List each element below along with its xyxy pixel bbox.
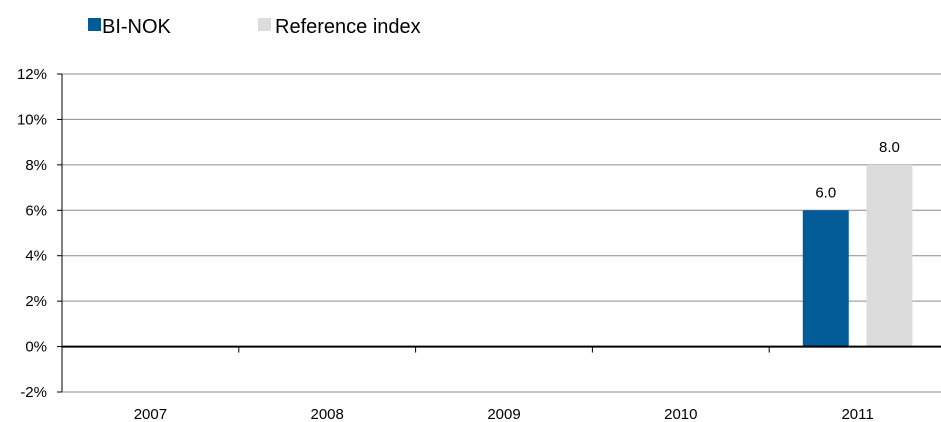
legend: BI-NOK Reference index [88,16,421,38]
y-axis: -2% 0% 2% 4% 6% 8% 10% 12% [17,66,62,401]
x-axis: 2007 2008 2009 2010 2011 [62,347,941,422]
data-label: 8.0 [879,139,900,156]
legend-label-reference-index: Reference index [275,16,421,38]
x-tick-label: 2010 [664,406,697,422]
bar [803,210,849,346]
y-tick-label: -2% [20,384,47,401]
y-tick-label: 2% [25,293,47,310]
legend-swatch-bi-nok [88,18,101,31]
y-tick-label: 10% [17,111,47,128]
legend-swatch-reference-index [258,18,271,31]
data-label: 6.0 [815,184,836,201]
x-tick-label: 2007 [134,406,167,422]
bar [866,165,912,347]
y-tick-label: 4% [25,248,47,265]
y-tick-label: 0% [25,339,47,356]
legend-label-bi-nok: BI-NOK [102,16,172,38]
y-tick-label: 6% [25,202,47,219]
y-tick-label: 12% [17,66,47,83]
y-tick-label: 8% [25,157,47,174]
x-tick-label: 2008 [311,406,344,422]
x-tick-label: 2009 [487,406,520,422]
bars: 6.0 8.0 [803,139,913,347]
x-tick-label: 2011 [841,406,873,422]
